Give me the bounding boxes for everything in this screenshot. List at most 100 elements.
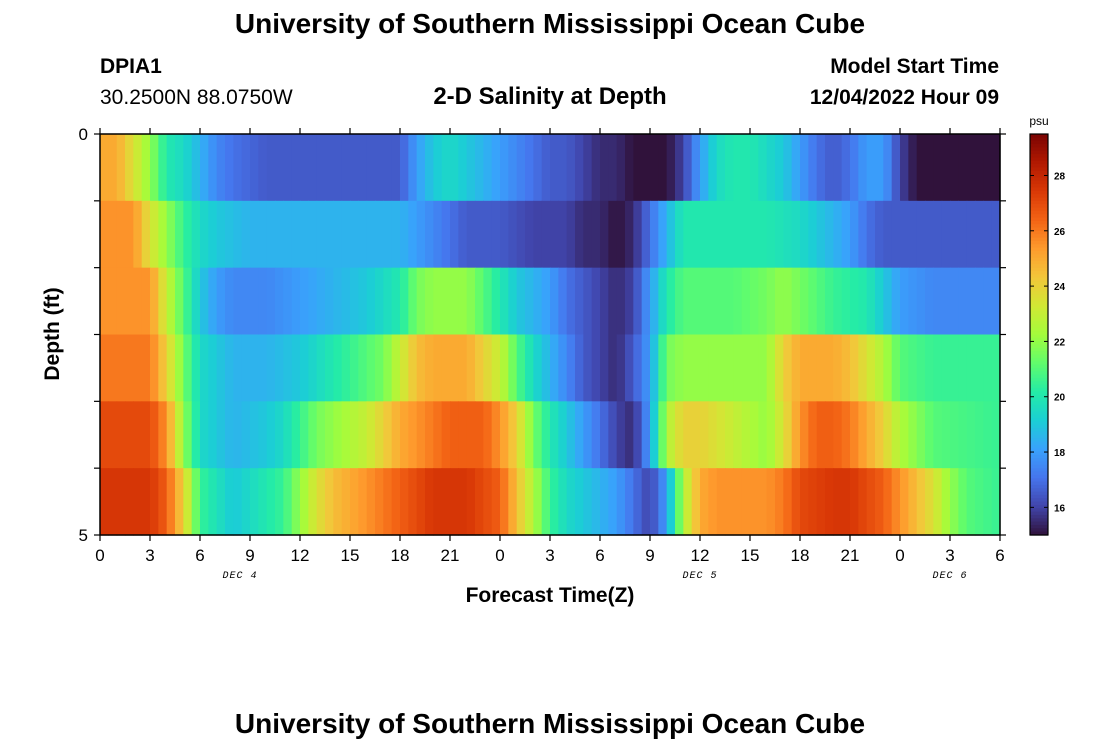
heatmap-cell	[883, 267, 893, 336]
heatmap-cell	[466, 401, 476, 469]
colorbar-segment	[1030, 334, 1048, 339]
colorbar-segment	[1030, 464, 1048, 469]
heatmap-cell	[725, 134, 734, 202]
heatmap-cell	[733, 334, 743, 402]
heatmap-cell	[683, 200, 693, 269]
heatmap-cell	[741, 401, 751, 469]
heatmap-cell	[441, 134, 451, 202]
heatmap-cell	[658, 267, 668, 336]
heatmap-cell	[125, 134, 134, 202]
heatmap-cell	[175, 267, 184, 336]
heatmap-cell	[833, 401, 843, 469]
colorbar-segment	[1030, 240, 1048, 245]
heatmap-cell	[408, 468, 418, 536]
heatmap-cell	[450, 267, 459, 336]
colorbar-segment	[1030, 384, 1048, 389]
heatmap-cell	[666, 401, 676, 469]
heatmap-cell	[366, 401, 376, 469]
colorbar-segment	[1030, 174, 1048, 179]
heatmap-cell	[558, 334, 568, 402]
colorbar-segment	[1030, 314, 1048, 319]
colorbar-segment	[1030, 351, 1048, 356]
heatmap-cell	[600, 334, 609, 402]
heatmap-cell	[425, 468, 434, 536]
heatmap-cell	[458, 200, 468, 269]
heatmap-cell	[433, 468, 443, 536]
heatmap-cell	[183, 267, 193, 336]
heatmap-cell	[266, 134, 276, 202]
heatmap-cell	[575, 468, 584, 536]
heatmap-cell	[941, 267, 951, 336]
heatmap-cell	[200, 200, 209, 269]
heatmap-cell	[241, 134, 251, 202]
heatmap-cell	[941, 134, 951, 202]
heatmap-cell	[916, 267, 926, 336]
heatmap-cell	[683, 267, 693, 336]
heatmap-cell	[391, 267, 401, 336]
heatmap-cell	[533, 334, 543, 402]
heatmap-cell	[108, 134, 118, 202]
heatmap-cell	[775, 134, 784, 202]
colorbar-segment	[1030, 488, 1048, 493]
colorbar-segment	[1030, 170, 1048, 175]
heatmap-cell	[333, 334, 343, 402]
heatmap-cell	[950, 200, 959, 269]
heatmap-cell	[741, 468, 751, 536]
heatmap-cell	[983, 200, 993, 269]
heatmap-cell	[625, 134, 634, 202]
colorbar-segment	[1030, 207, 1048, 212]
heatmap-cell	[525, 200, 534, 269]
heatmap-cell	[983, 401, 993, 469]
heatmap-cell	[900, 401, 909, 469]
colorbar-segment	[1030, 394, 1048, 399]
heatmap-cell	[633, 200, 643, 269]
heatmap-cell	[266, 200, 276, 269]
heatmap-cell	[266, 267, 276, 336]
heatmap-cell	[633, 401, 643, 469]
heatmap-cell	[100, 401, 109, 469]
heatmap-cell	[958, 200, 968, 269]
heatmap-cell	[533, 468, 543, 536]
heatmap-cell	[741, 134, 751, 202]
heatmap-cell	[541, 401, 551, 469]
colorbar-segment	[1030, 344, 1048, 349]
heatmap-cell	[558, 267, 568, 336]
heatmap-cell	[533, 200, 543, 269]
heatmap-cell	[308, 200, 318, 269]
heatmap-cell	[133, 468, 143, 536]
heatmap-cell	[108, 401, 118, 469]
heatmap-cell	[991, 134, 1001, 202]
heatmap-cell	[200, 134, 209, 202]
heatmap-cell	[733, 267, 743, 336]
colorbar-segment	[1030, 441, 1048, 446]
heatmap-cell	[866, 200, 876, 269]
heatmap-cell	[816, 134, 826, 202]
heatmap-cell	[508, 468, 518, 536]
colorbar-segment	[1030, 264, 1048, 269]
colorbar-segment	[1030, 354, 1048, 359]
heatmap-cell	[716, 267, 726, 336]
heatmap-cell	[300, 267, 309, 336]
heatmap-cell	[316, 267, 326, 336]
heatmap-cell	[750, 401, 759, 469]
heatmap-cell	[241, 468, 251, 536]
heatmap-cell	[525, 468, 534, 536]
colorbar-segment	[1030, 337, 1048, 342]
heatmap-cell	[258, 267, 268, 336]
heatmap-cell	[358, 267, 368, 336]
heatmap-cell	[200, 468, 209, 536]
heatmap-cell	[900, 334, 909, 402]
heatmap-cell	[733, 401, 743, 469]
heatmap-cell	[916, 334, 926, 402]
heatmap-cell	[550, 401, 559, 469]
heatmap-cell	[416, 401, 426, 469]
x-tick-label: 9	[245, 546, 254, 565]
colorbar-segment	[1030, 404, 1048, 409]
heatmap-cell	[150, 468, 159, 536]
heatmap-cell	[816, 468, 826, 536]
heatmap-cell	[133, 334, 143, 402]
heatmap-cell	[808, 134, 818, 202]
heatmap-cell	[650, 267, 659, 336]
heatmap-cell	[475, 200, 484, 269]
x-tick-label: 21	[441, 546, 460, 565]
